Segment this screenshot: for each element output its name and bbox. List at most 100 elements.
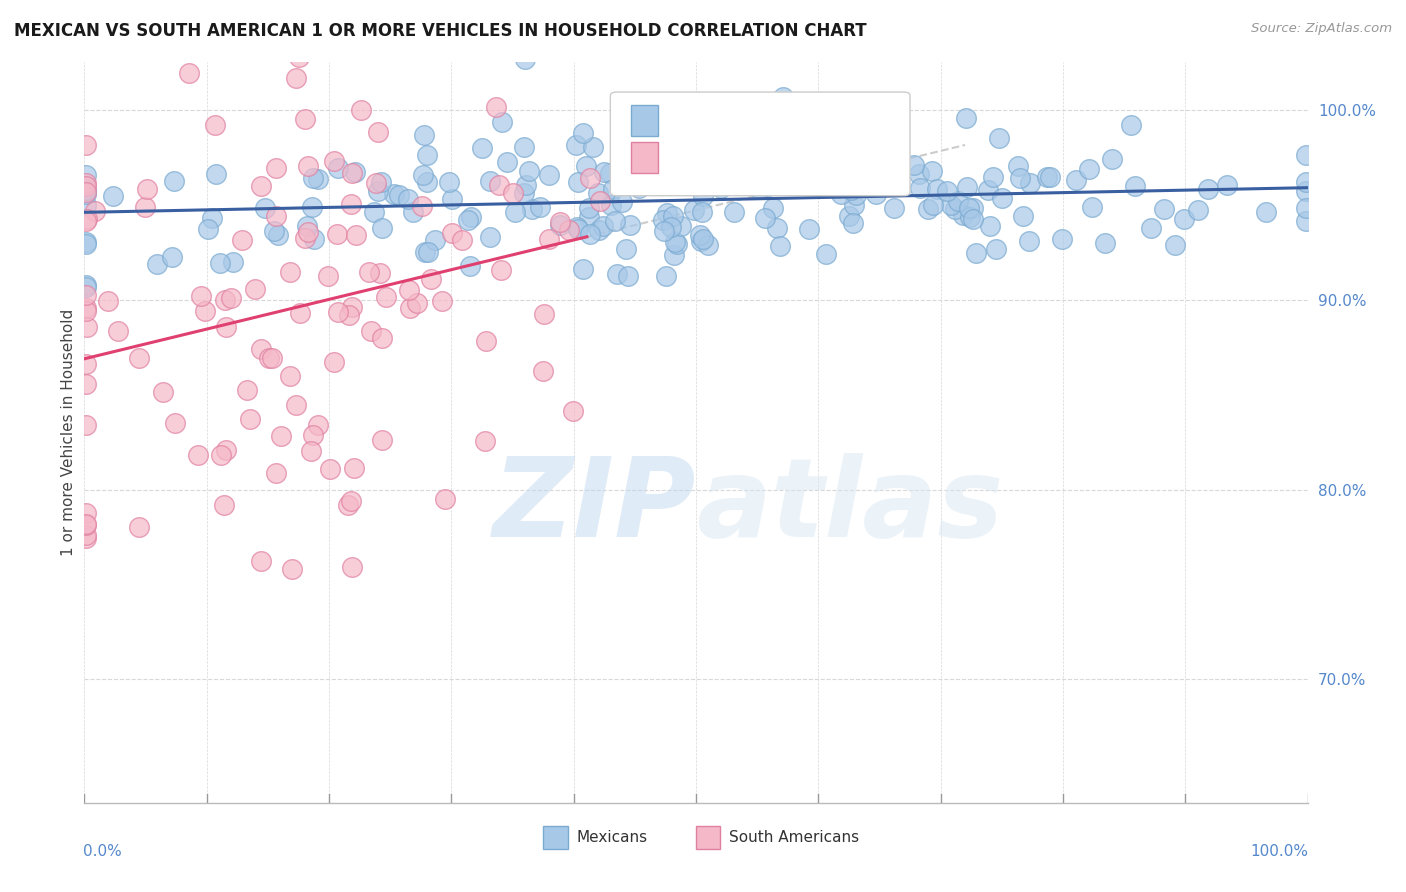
Point xyxy=(952,208,974,222)
Point xyxy=(748,181,770,195)
Point xyxy=(458,259,481,273)
Point xyxy=(578,227,600,241)
Point xyxy=(337,308,360,322)
Point xyxy=(267,227,290,242)
Point xyxy=(690,204,713,219)
Point xyxy=(128,519,150,533)
Point xyxy=(917,202,939,217)
Point xyxy=(284,70,307,85)
FancyBboxPatch shape xyxy=(543,826,568,849)
Point xyxy=(988,130,1011,145)
Point xyxy=(75,518,97,533)
Point xyxy=(412,169,434,183)
Point xyxy=(75,237,97,252)
Point xyxy=(107,325,129,339)
Point xyxy=(578,201,600,215)
Point xyxy=(284,398,307,412)
Point xyxy=(474,434,496,448)
Point xyxy=(264,161,287,176)
Point xyxy=(434,491,457,506)
Point xyxy=(322,355,344,369)
Point xyxy=(262,351,284,365)
Point xyxy=(294,231,316,245)
Point xyxy=(578,211,600,225)
Point xyxy=(360,324,382,338)
Point xyxy=(941,198,963,212)
Point xyxy=(943,202,966,216)
Point xyxy=(837,152,859,166)
Point xyxy=(927,181,949,195)
Point xyxy=(599,166,621,180)
Point xyxy=(696,237,718,252)
Point xyxy=(841,183,863,197)
Point xyxy=(664,235,686,249)
Point xyxy=(1295,175,1317,189)
Point xyxy=(278,265,301,279)
Point xyxy=(75,417,97,432)
Point xyxy=(548,218,571,232)
Text: N = 198: N = 198 xyxy=(806,112,880,130)
Point xyxy=(398,283,420,297)
Point xyxy=(844,198,866,212)
Point xyxy=(502,186,524,200)
Point xyxy=(842,216,865,230)
Point xyxy=(692,231,714,245)
Point xyxy=(1007,159,1029,173)
Point xyxy=(832,159,855,173)
Point xyxy=(689,234,711,248)
Point xyxy=(214,293,236,307)
Point xyxy=(75,516,97,531)
Point xyxy=(420,272,443,286)
Point xyxy=(515,178,537,192)
Point xyxy=(1140,221,1163,235)
Point xyxy=(478,230,501,244)
Point xyxy=(1163,238,1185,252)
Point xyxy=(662,209,685,223)
Point xyxy=(97,294,120,309)
Point xyxy=(297,225,319,239)
Point xyxy=(962,201,984,215)
Point xyxy=(838,209,860,223)
Point xyxy=(212,498,235,512)
Point xyxy=(209,256,232,270)
Point xyxy=(342,300,364,314)
Point xyxy=(977,183,1000,197)
Point xyxy=(588,222,610,236)
Point xyxy=(922,198,945,212)
Point xyxy=(537,232,560,246)
Point xyxy=(75,137,97,152)
Point xyxy=(841,150,863,164)
Point xyxy=(986,242,1008,256)
Point xyxy=(359,265,381,279)
Point xyxy=(190,289,212,303)
Point xyxy=(1295,148,1317,162)
Point xyxy=(416,244,439,259)
Point xyxy=(460,210,482,224)
Point xyxy=(1101,153,1123,167)
Point xyxy=(339,197,361,211)
Point xyxy=(766,220,789,235)
Point xyxy=(1187,203,1209,218)
Point xyxy=(231,233,253,247)
Point xyxy=(302,171,325,186)
Text: 0.0%: 0.0% xyxy=(83,844,122,858)
Point xyxy=(236,383,259,397)
Point xyxy=(676,176,699,190)
Point xyxy=(264,466,287,480)
Point xyxy=(1197,182,1219,196)
Text: atlas: atlas xyxy=(696,453,1004,560)
Point xyxy=(367,184,389,198)
Point xyxy=(1035,169,1057,184)
Point xyxy=(738,178,761,192)
Point xyxy=(177,66,200,80)
Point xyxy=(935,184,957,198)
Point xyxy=(571,126,593,140)
Point xyxy=(375,290,398,304)
Text: Mexicans: Mexicans xyxy=(576,830,647,845)
Point xyxy=(163,174,186,188)
Point xyxy=(307,418,329,433)
Point xyxy=(204,118,226,132)
Point xyxy=(572,262,595,277)
Point xyxy=(548,215,571,229)
Point xyxy=(959,210,981,224)
